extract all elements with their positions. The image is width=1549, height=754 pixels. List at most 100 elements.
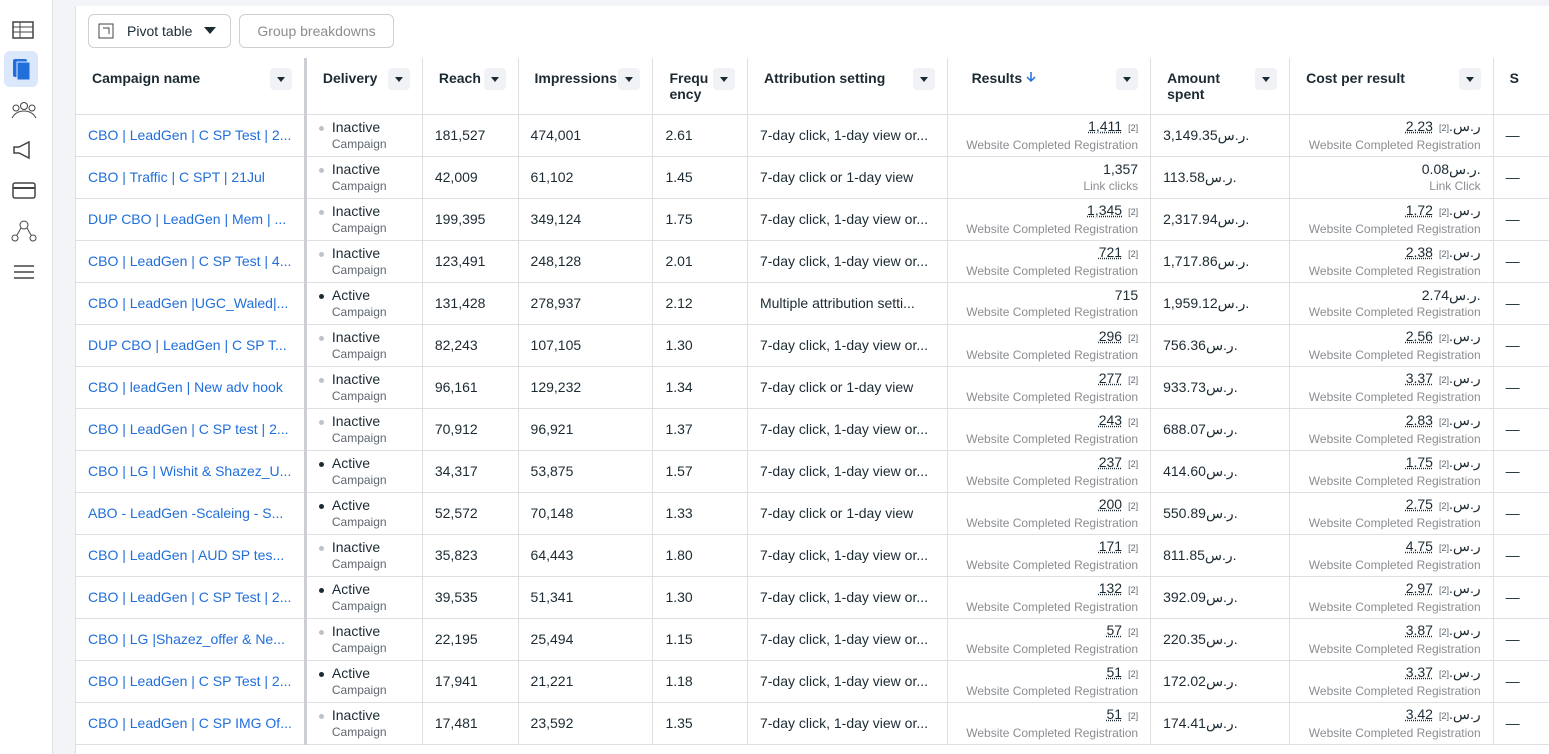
- campaign-row[interactable]: CBO | LeadGen |UGC_Waled|... Active Campai…: [76, 282, 1549, 324]
- currency: ر.س.: [1449, 538, 1481, 554]
- column-menu[interactable]: [618, 68, 640, 90]
- column-menu[interactable]: [1459, 68, 1481, 90]
- results-value: 277: [1099, 370, 1122, 386]
- campaign-name[interactable]: CBO | LG |Shazez_offer & Ne...: [88, 631, 285, 647]
- cost-line: 2.97 ر.س.[2]: [1302, 580, 1481, 599]
- column-menu[interactable]: [713, 68, 735, 90]
- campaign-row[interactable]: CBO | LeadGen | C SP Test | 2... Active Ca…: [76, 660, 1549, 702]
- name-cell: DUP CBO | LeadGen | Mem | ...: [76, 198, 305, 240]
- cost-type: Website Completed Registration: [1302, 641, 1481, 658]
- cost-value: 3.37: [1406, 370, 1433, 386]
- currency: ر.س.: [1206, 505, 1238, 521]
- campaign-name[interactable]: CBO | LeadGen | C SP Test | 2...: [88, 673, 291, 689]
- delivery-level: Campaign: [332, 598, 410, 615]
- campaign-name[interactable]: CBO | LG | Wishit & Shazez_U...: [88, 463, 291, 479]
- campaign-row[interactable]: CBO | Traffic | C SPT | 21Jul Inactive Cam…: [76, 156, 1549, 198]
- column-menu[interactable]: [484, 68, 506, 90]
- reach-cell: 39,535: [422, 576, 518, 618]
- impressions: 96,921: [531, 421, 574, 437]
- attribution-cell: 7-day click, 1-day view or...: [747, 618, 947, 660]
- campaign-name[interactable]: CBO | LeadGen | C SP IMG Of...: [88, 715, 292, 731]
- results-value: 51: [1107, 706, 1123, 722]
- extra: —: [1506, 253, 1520, 269]
- currency: ر.س.: [1449, 580, 1481, 596]
- cost-value: 3.87: [1406, 622, 1433, 638]
- campaign-name[interactable]: CBO | LeadGen | AUD SP tes...: [88, 547, 284, 563]
- campaign-row[interactable]: CBO | LeadGen | C SP Test | 2... Inactive…: [76, 114, 1549, 156]
- extra-cell: —: [1493, 450, 1549, 492]
- frequency-cell: 1.30: [653, 576, 748, 618]
- delivery-cell: Active Campaign: [305, 450, 422, 492]
- campaign-row[interactable]: CBO | LG | Wishit & Shazez_U... Active Cam…: [76, 450, 1549, 492]
- campaign-row[interactable]: CBO | LeadGen | C SP test | 2... Inactive…: [76, 408, 1549, 450]
- column-menu[interactable]: [1116, 68, 1138, 90]
- frequency: 2.12: [665, 295, 692, 311]
- campaign-name[interactable]: CBO | LeadGen | C SP Test | 2...: [88, 127, 291, 143]
- campaign-name[interactable]: CBO | Traffic | C SPT | 21Jul: [88, 169, 265, 185]
- extra: —: [1506, 715, 1520, 731]
- campaign-name[interactable]: CBO | leadGen | New adv hook: [88, 379, 283, 395]
- impressions-cell: 53,875: [518, 450, 653, 492]
- campaign-row[interactable]: CBO | LeadGen | AUD SP tes... Inactive Cam…: [76, 534, 1549, 576]
- amount: 811.85: [1163, 547, 1205, 563]
- impressions: 25,494: [531, 631, 574, 647]
- status-dot: [319, 462, 324, 467]
- pivot-table-button[interactable]: Pivot table: [88, 14, 231, 48]
- campaign-row[interactable]: CBO | leadGen | New adv hook Inactive Camp…: [76, 366, 1549, 408]
- amount: 550.89: [1163, 505, 1206, 521]
- reach: 96,161: [435, 379, 478, 395]
- attribution-cell: 7-day click, 1-day view or...: [747, 324, 947, 366]
- column-menu[interactable]: [270, 68, 292, 90]
- attribution-cell: 7-day click, 1-day view or...: [747, 576, 947, 618]
- column-menu[interactable]: [913, 68, 935, 90]
- amount-cell: 811.85ر.س.: [1151, 534, 1290, 576]
- status-dot: [319, 672, 324, 677]
- campaign-row[interactable]: ABO - LeadGen -Scaleing - S... Active Camp…: [76, 492, 1549, 534]
- results-value: 243: [1099, 412, 1122, 428]
- campaign-name[interactable]: DUP CBO | LeadGen | Mem | ...: [88, 211, 286, 227]
- currency: ر.س.: [1206, 337, 1238, 353]
- delivery-status: Active: [332, 455, 370, 471]
- audience-icon[interactable]: [10, 98, 38, 122]
- campaign-name[interactable]: ABO - LeadGen -Scaleing - S...: [88, 505, 283, 521]
- campaigns-icon[interactable]: [4, 51, 38, 87]
- campaign-name[interactable]: CBO | LeadGen | C SP test | 2...: [88, 421, 289, 437]
- impressions: 23,592: [531, 715, 574, 731]
- menu-icon[interactable]: [10, 260, 38, 284]
- frequency-cell: 1.75: [653, 198, 748, 240]
- column-header: Frequency: [653, 58, 748, 114]
- campaign-name[interactable]: CBO | LeadGen |UGC_Waled|...: [88, 295, 288, 311]
- cost-cell: 2.97 ر.س.[2] Website Completed Registratio…: [1290, 576, 1494, 618]
- column-header: Results: [947, 58, 1151, 114]
- billing-icon[interactable]: [10, 178, 38, 202]
- campaign-row[interactable]: DUP CBO | LeadGen | Mem | ... Inactive Cam…: [76, 198, 1549, 240]
- cost-type: Website Completed Registration: [1302, 515, 1481, 532]
- attribution: 7-day click, 1-day view or...: [760, 463, 928, 479]
- campaign-row[interactable]: CBO | LG |Shazez_offer & Ne... Inactive Ca…: [76, 618, 1549, 660]
- results-line: 243 [2]: [960, 412, 1139, 431]
- cost-value: 1.72: [1406, 202, 1433, 218]
- campaign-name[interactable]: CBO | LeadGen | C SP Test | 4...: [88, 253, 291, 269]
- campaign-row[interactable]: CBO | LeadGen | C SP Test | 4... Inactive…: [76, 240, 1549, 282]
- extra: —: [1506, 673, 1520, 689]
- campaign-row[interactable]: CBO | LeadGen | C SP Test | 2... Active Ca…: [76, 576, 1549, 618]
- caret: [1116, 68, 1138, 90]
- ads-icon[interactable]: [10, 138, 38, 162]
- campaign-row[interactable]: CBO | LeadGen | C SP IMG Of... Inactive Ca…: [76, 702, 1549, 744]
- results-line: 132 [2]: [960, 580, 1139, 599]
- column-menu[interactable]: [388, 68, 410, 90]
- group-breakdowns-button[interactable]: Group breakdowns: [239, 14, 394, 48]
- results-value: 237: [1099, 454, 1122, 470]
- campaign-name[interactable]: DUP CBO | LeadGen | C SP T...: [88, 337, 287, 353]
- attribution: 7-day click, 1-day view or...: [760, 127, 928, 143]
- column-menu[interactable]: [1255, 68, 1277, 90]
- campaign-name[interactable]: CBO | LeadGen | C SP Test | 2...: [88, 589, 291, 605]
- column-header: S: [1493, 58, 1549, 114]
- network-icon[interactable]: [10, 218, 38, 244]
- table-icon[interactable]: [10, 18, 38, 42]
- cost-value: 3.37: [1406, 664, 1433, 680]
- impressions-cell: 23,592: [518, 702, 653, 744]
- delivery-level: Campaign: [332, 514, 410, 531]
- sidebar: [0, 0, 53, 754]
- campaign-row[interactable]: DUP CBO | LeadGen | C SP T... Inactive Cam…: [76, 324, 1549, 366]
